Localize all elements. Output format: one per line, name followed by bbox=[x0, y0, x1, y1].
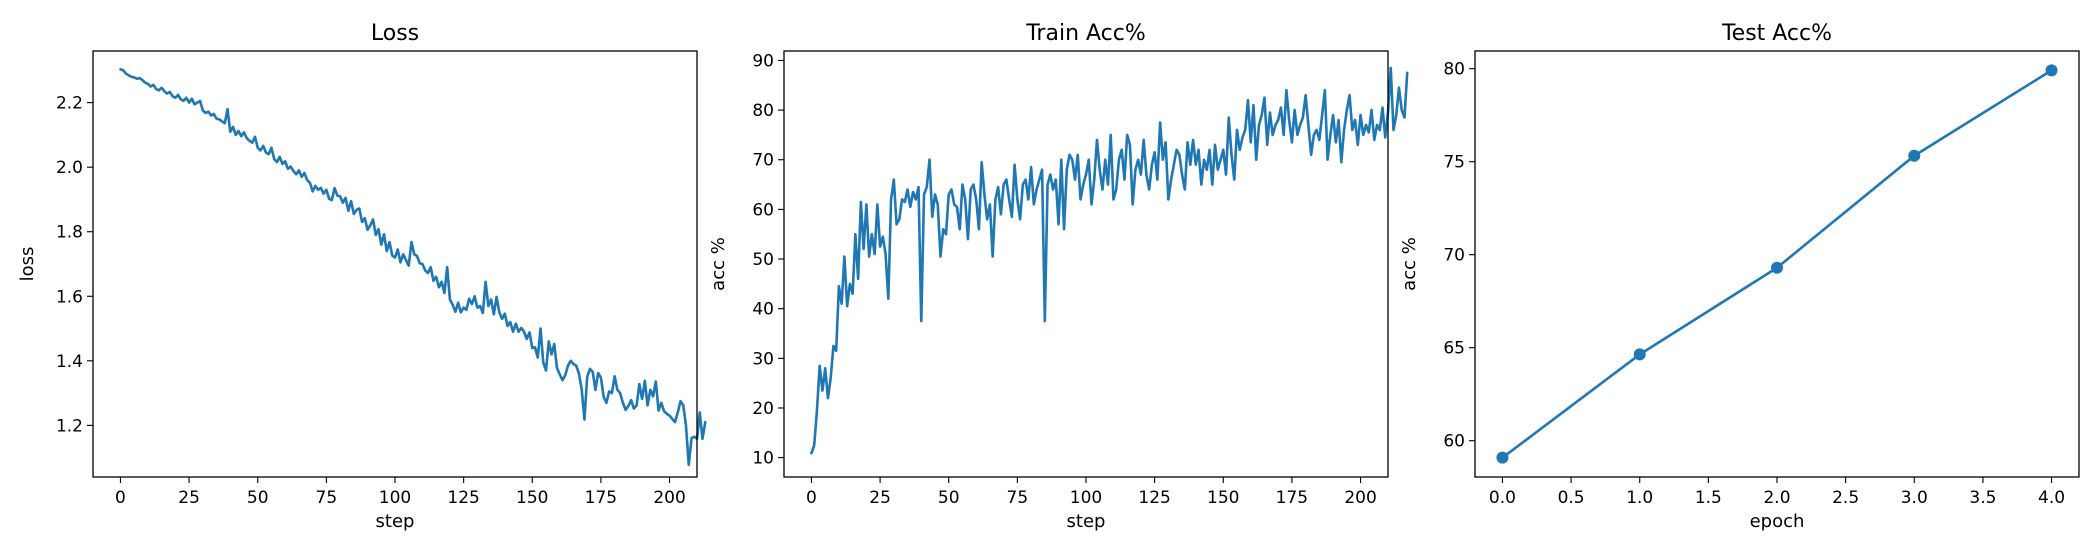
data-point bbox=[1908, 149, 1921, 162]
x-tick-label: 3.0 bbox=[1901, 488, 1928, 508]
x-axis-label: step bbox=[376, 511, 415, 532]
chart-panel-1: Train Acc% 0 25 50 75 100 125 150 175 200 10 20 30 40… bbox=[708, 21, 1409, 532]
x-tick-label: 0 bbox=[115, 488, 126, 508]
y-tick-label: 70 bbox=[1443, 246, 1465, 266]
y-tick-label: 2.2 bbox=[56, 94, 83, 114]
y-tick-label: 50 bbox=[752, 250, 774, 270]
y-axis-label: acc % bbox=[1399, 237, 1420, 291]
x-tick-label: 1.5 bbox=[1695, 488, 1722, 508]
y-tick-label: 2.0 bbox=[56, 158, 83, 178]
x-tick-label: 150 bbox=[516, 488, 548, 508]
chart-title: Loss bbox=[371, 21, 419, 46]
chart-panel-0: Loss 0 25 50 75 100 125 150 175 200 1.2 1.4 1.6 1.8 2.… bbox=[17, 21, 707, 532]
y-tick-label: 90 bbox=[752, 51, 774, 71]
y-tick-label: 40 bbox=[752, 300, 774, 320]
x-tick-label: 100 bbox=[1070, 488, 1102, 508]
x-tick-label: 4.0 bbox=[2038, 488, 2065, 508]
y-tick-label: 20 bbox=[752, 399, 774, 419]
x-tick-label: 125 bbox=[447, 488, 479, 508]
x-tick-label: 50 bbox=[938, 488, 960, 508]
plot-area-frame bbox=[783, 50, 1389, 478]
x-tick-label: 200 bbox=[653, 488, 685, 508]
y-axis-label: acc % bbox=[708, 237, 729, 291]
y-tick-label: 1.6 bbox=[56, 287, 83, 307]
y-tick-label: 65 bbox=[1443, 339, 1465, 359]
x-tick-label: 0.0 bbox=[1489, 488, 1516, 508]
y-tick-label: 75 bbox=[1443, 153, 1465, 173]
series-line bbox=[119, 68, 707, 467]
x-tick-label: 125 bbox=[1138, 488, 1170, 508]
y-tick-label: 80 bbox=[752, 101, 774, 121]
plot-area-frame bbox=[92, 50, 698, 478]
x-tick-label: 2.0 bbox=[1763, 488, 1790, 508]
x-tick-label: 3.5 bbox=[1969, 488, 1996, 508]
y-tick-label: 30 bbox=[752, 349, 774, 369]
x-tick-label: 175 bbox=[1276, 488, 1308, 508]
x-tick-label: 50 bbox=[247, 488, 269, 508]
y-axis-label: loss bbox=[17, 247, 38, 282]
y-tick-label: 80 bbox=[1443, 60, 1465, 80]
y-tick-label: 1.4 bbox=[56, 352, 83, 372]
series-line bbox=[810, 66, 1409, 455]
x-tick-label: 75 bbox=[316, 488, 338, 508]
x-tick-label: 75 bbox=[1007, 488, 1029, 508]
data-point bbox=[2045, 64, 2058, 77]
x-tick-label: 175 bbox=[585, 488, 617, 508]
x-tick-label: 25 bbox=[178, 488, 200, 508]
x-tick-label: 2.5 bbox=[1832, 488, 1859, 508]
x-tick-label: 1.0 bbox=[1626, 488, 1653, 508]
x-tick-label: 0 bbox=[806, 488, 817, 508]
x-tick-label: 150 bbox=[1207, 488, 1239, 508]
x-axis-label: step bbox=[1067, 511, 1106, 532]
y-tick-label: 60 bbox=[1443, 432, 1465, 452]
x-tick-label: 25 bbox=[869, 488, 891, 508]
chart-title: Test Acc% bbox=[1721, 21, 1832, 46]
y-tick-label: 10 bbox=[752, 449, 774, 469]
plot-area-frame bbox=[1474, 50, 2080, 478]
y-tick-label: 60 bbox=[752, 200, 774, 220]
y-tick-label: 1.8 bbox=[56, 223, 83, 243]
y-tick-label: 70 bbox=[752, 151, 774, 171]
x-tick-label: 100 bbox=[379, 488, 411, 508]
chart-panel-2: Test Acc% 0.0 0.5 1.0 1.5 2.0 2.5 3.0 3.5 4.0 60 65… bbox=[1399, 21, 2080, 532]
x-tick-label: 200 bbox=[1344, 488, 1376, 508]
x-axis-label: epoch bbox=[1750, 511, 1805, 532]
data-point bbox=[1771, 261, 1783, 274]
data-point bbox=[1496, 451, 1509, 464]
data-point bbox=[1633, 348, 1646, 361]
x-tick-label: 0.5 bbox=[1558, 488, 1585, 508]
y-tick-label: 1.2 bbox=[56, 416, 83, 436]
chart-title: Train Acc% bbox=[1025, 21, 1146, 46]
